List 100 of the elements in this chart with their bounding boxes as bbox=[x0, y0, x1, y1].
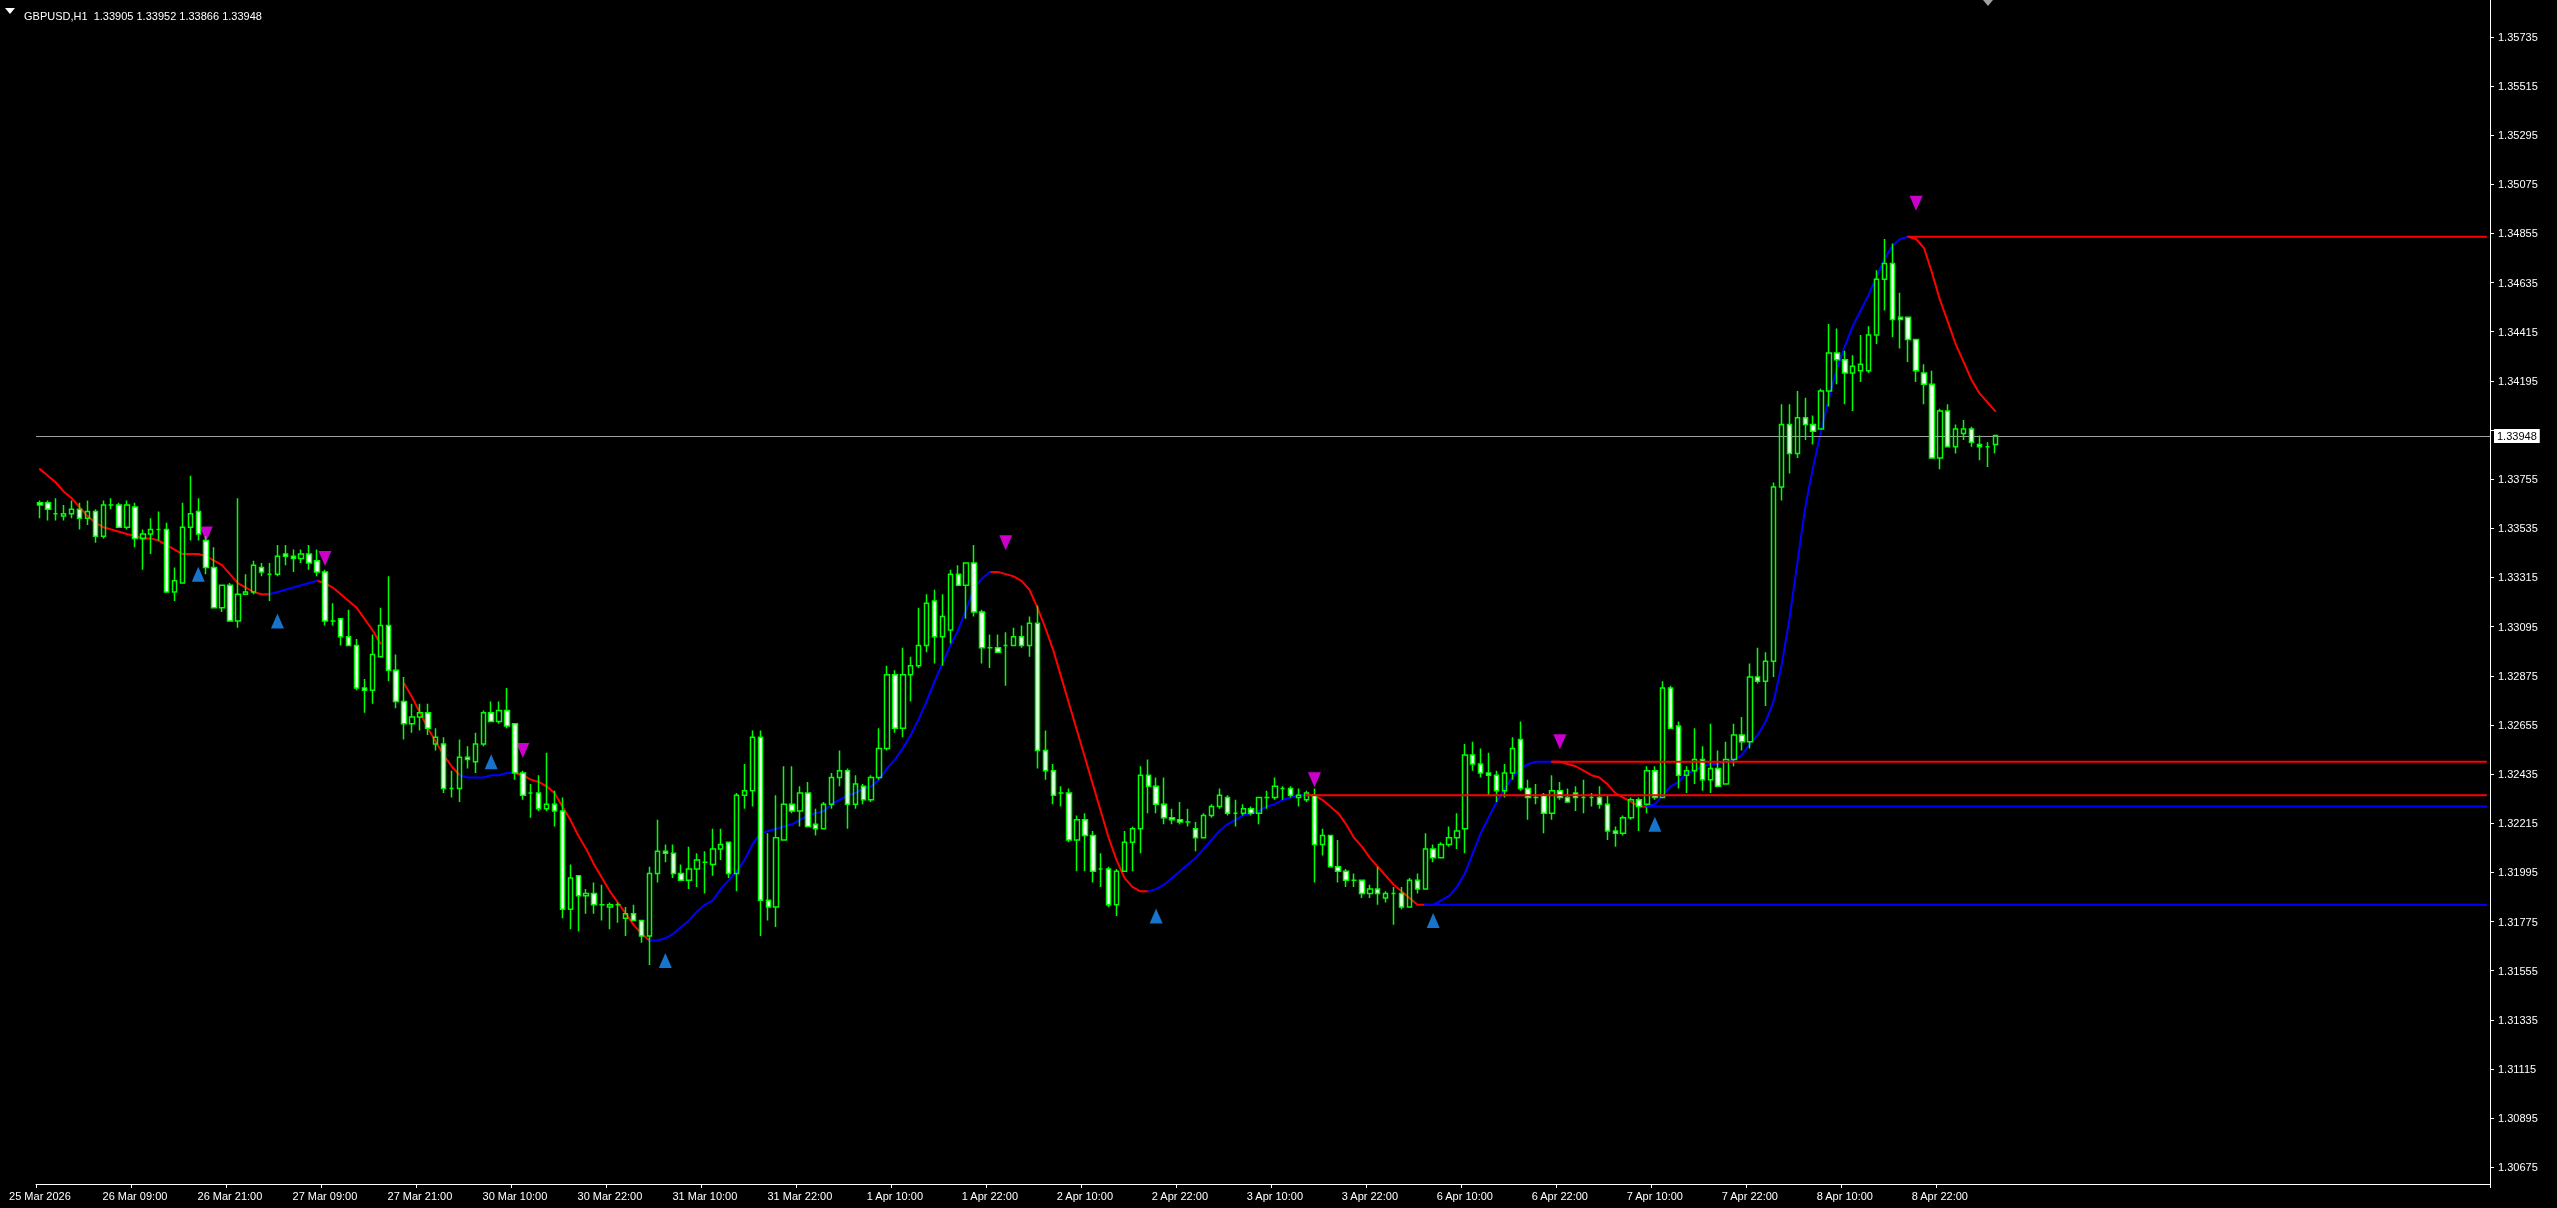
candlestick bbox=[1034, 604, 1041, 770]
candlestick bbox=[582, 888, 590, 915]
candlestick bbox=[852, 774, 859, 810]
candlestick bbox=[1287, 785, 1294, 799]
x-tick-label: 1 Apr 22:00 bbox=[961, 1189, 1019, 1202]
candlestick bbox=[1184, 807, 1192, 828]
candlestick bbox=[68, 499, 75, 520]
x-tick-label: 6 Apr 10:00 bbox=[1436, 1189, 1493, 1202]
y-tick-label: 1.31775 bbox=[2498, 915, 2538, 928]
candlestick bbox=[1928, 370, 1936, 459]
candlestick bbox=[1073, 814, 1081, 872]
x-tick-label: 30 Mar 22:00 bbox=[577, 1189, 643, 1202]
candlestick bbox=[472, 731, 479, 774]
candlestick bbox=[1311, 787, 1318, 884]
candlestick bbox=[1327, 834, 1334, 868]
candlestick bbox=[171, 566, 178, 602]
candlestick bbox=[1366, 883, 1374, 899]
candlestick bbox=[725, 841, 732, 879]
candlestick bbox=[495, 700, 503, 725]
candlestick bbox=[1627, 796, 1635, 821]
candlestick bbox=[559, 796, 566, 919]
x-tick-label: 7 Apr 10:00 bbox=[1626, 1189, 1683, 1202]
candlestick bbox=[836, 749, 843, 788]
candlestick bbox=[297, 548, 305, 564]
y-tick-label: 1.34855 bbox=[2498, 227, 2538, 240]
x-tick-label: 8 Apr 10:00 bbox=[1816, 1189, 1873, 1202]
candlestick bbox=[1746, 662, 1754, 750]
candlestick bbox=[92, 508, 99, 544]
candlestick bbox=[511, 723, 519, 781]
candlestick bbox=[1137, 765, 1144, 855]
candlestick bbox=[1691, 727, 1698, 785]
candlestick bbox=[1240, 803, 1247, 817]
candlestick bbox=[788, 765, 796, 814]
y-tick-label: 1.32875 bbox=[2498, 669, 2538, 682]
x-tick-label: 3 Apr 10:00 bbox=[1246, 1189, 1304, 1202]
y-tick-label: 1.30895 bbox=[2498, 1112, 2538, 1125]
candlestick bbox=[860, 783, 867, 805]
candlestick bbox=[915, 606, 922, 669]
point bbox=[1426, 912, 1440, 928]
candlestick bbox=[1263, 790, 1271, 810]
candlestick bbox=[1018, 624, 1025, 649]
candlestick bbox=[100, 499, 107, 540]
candlestick bbox=[195, 497, 202, 542]
candlestick bbox=[519, 769, 527, 801]
x-tick-label: 2 Apr 22:00 bbox=[1151, 1189, 1209, 1202]
candlestick bbox=[1097, 852, 1104, 888]
candlestick bbox=[883, 664, 891, 752]
candlestick bbox=[907, 656, 914, 703]
candlestick bbox=[1026, 615, 1033, 658]
candlestick bbox=[432, 727, 439, 752]
y-tick-label: 1.33535 bbox=[2498, 522, 2538, 535]
candlestick bbox=[986, 633, 994, 669]
candlestick bbox=[1992, 434, 1999, 455]
candlestick bbox=[1065, 787, 1073, 843]
candlestick bbox=[1422, 832, 1429, 890]
candlestick bbox=[1145, 758, 1152, 814]
candlestick bbox=[290, 548, 297, 573]
candlestick bbox=[685, 845, 693, 890]
candlestick bbox=[226, 582, 234, 622]
candlestick bbox=[456, 738, 463, 803]
x-tick-label: 6 Apr 22:00 bbox=[1531, 1189, 1588, 1202]
candlestick bbox=[543, 752, 550, 812]
point bbox=[191, 566, 205, 582]
candlestick bbox=[1176, 801, 1184, 826]
candlestick bbox=[994, 633, 1002, 654]
candlestick bbox=[1588, 792, 1595, 808]
candlestick bbox=[480, 709, 487, 747]
candlestick bbox=[1564, 787, 1571, 803]
candlestick bbox=[1778, 403, 1785, 502]
candlestick bbox=[1398, 886, 1405, 910]
candlestick bbox=[274, 544, 281, 578]
candlestick bbox=[1604, 794, 1611, 841]
y-tick-label: 1.33095 bbox=[2498, 620, 2538, 633]
candlestick bbox=[385, 575, 392, 683]
candlestick bbox=[44, 499, 52, 522]
candlestick bbox=[1802, 396, 1809, 441]
candlestick bbox=[1113, 868, 1120, 917]
candlestick bbox=[392, 653, 400, 709]
candlestick bbox=[440, 736, 447, 794]
candlestick bbox=[1089, 830, 1097, 884]
candlestick bbox=[622, 906, 629, 937]
y-tick-label: 1.31995 bbox=[2498, 866, 2538, 879]
candlestick bbox=[52, 497, 59, 522]
candlestick bbox=[654, 819, 661, 884]
candlestick bbox=[1129, 825, 1136, 872]
x-tick-label: 25 Mar 2026 bbox=[9, 1189, 71, 1202]
candlestick bbox=[1825, 323, 1833, 408]
candlestick bbox=[1849, 354, 1856, 412]
candlestick bbox=[1786, 403, 1793, 475]
candlestick bbox=[1635, 796, 1643, 832]
candlestick bbox=[131, 501, 139, 549]
candlestick bbox=[337, 618, 344, 647]
candlestick bbox=[709, 828, 717, 877]
candlestick bbox=[1540, 792, 1548, 835]
candlestick bbox=[804, 781, 812, 828]
candlestick bbox=[329, 602, 337, 627]
y-tick-label: 1.31335 bbox=[2498, 1013, 2538, 1026]
y-tick-label: 1.35295 bbox=[2498, 129, 2538, 142]
candlestick bbox=[1192, 821, 1199, 852]
x-tick-label: 7 Apr 22:00 bbox=[1721, 1189, 1778, 1202]
